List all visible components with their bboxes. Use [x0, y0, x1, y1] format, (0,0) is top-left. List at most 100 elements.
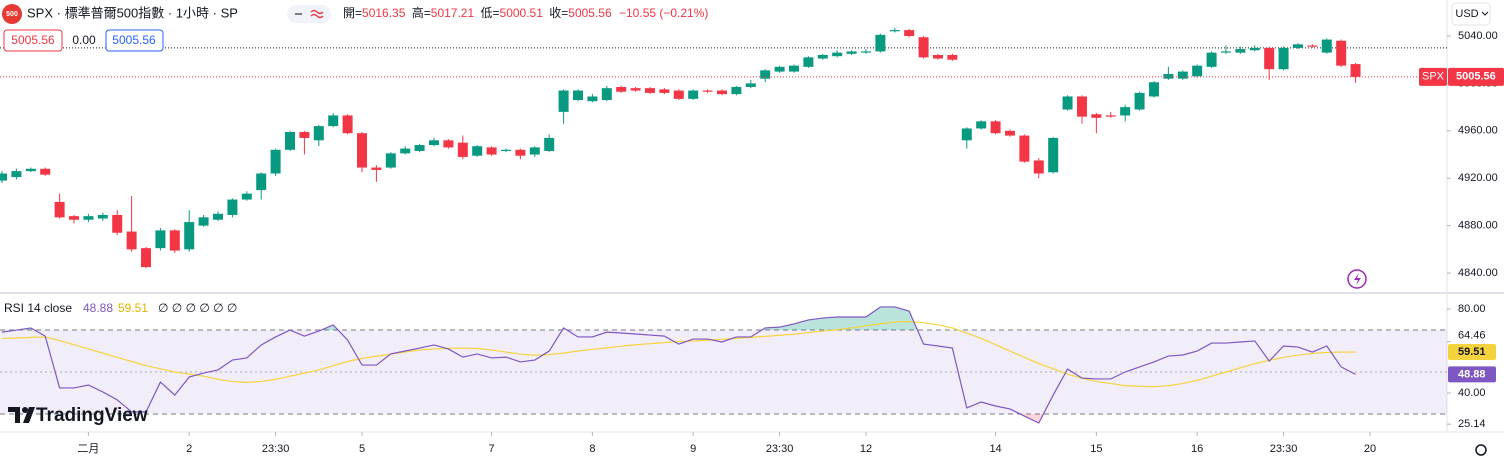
candle-body: [198, 217, 209, 226]
candle-body: [788, 65, 799, 72]
rsi-value: 48.88: [83, 301, 113, 315]
candle-body: [1177, 71, 1188, 79]
candle-body: [860, 51, 871, 53]
x-tick-label: 16: [1191, 443, 1203, 455]
candle-body: [601, 88, 612, 101]
candle-body: [572, 90, 583, 101]
candle-body: [371, 167, 382, 170]
candle-body: [529, 147, 540, 155]
compare-pill[interactable]: [287, 5, 331, 23]
candle-body: [1062, 96, 1073, 110]
candle-body: [1249, 47, 1260, 51]
candle-body: [875, 34, 886, 52]
candle-body: [169, 230, 180, 251]
open-label: 開=: [343, 6, 362, 20]
brand-logo: [8, 407, 35, 423]
candle-body: [486, 147, 497, 155]
candle-body: [1336, 40, 1347, 66]
candle-body: [932, 54, 943, 59]
x-tick-label: 二月: [77, 443, 99, 455]
x-tick-label: 20: [1364, 443, 1376, 455]
candle-body: [760, 70, 771, 79]
candle-body: [0, 173, 8, 181]
candle-body: [83, 216, 94, 220]
price-tag-text: 5005.56: [1456, 71, 1496, 83]
candle-body: [976, 121, 987, 129]
candle-body: [414, 145, 425, 151]
candle-body: [357, 133, 368, 168]
candle-body: [342, 115, 353, 134]
candle-body: [1148, 82, 1159, 97]
rsi-title: RSI 14 close: [4, 301, 72, 315]
candle-body: [328, 115, 339, 127]
candle-body: [443, 140, 454, 148]
candle-body: [659, 89, 670, 93]
close-label: 收=: [549, 6, 568, 20]
candle-body: [817, 54, 828, 59]
candle-body: [1321, 39, 1332, 53]
brand-name: TradingView: [36, 405, 148, 426]
currency-button[interactable]: [1451, 2, 1491, 26]
candle-body: [832, 52, 843, 57]
candle-body: [846, 51, 857, 54]
y-tick-label: 4920.00: [1458, 172, 1498, 184]
rsi-line: [1, 321, 1356, 388]
candle-body: [270, 149, 281, 174]
candle-body: [1048, 137, 1059, 173]
x-tick-label: 12: [860, 443, 872, 455]
change: −10.55 (−0.21%): [619, 6, 708, 20]
candle-body: [774, 66, 785, 72]
candle-body: [1091, 114, 1102, 118]
high-label: 高=: [412, 5, 431, 20]
candle-body: [313, 126, 324, 141]
x-tick-label: 5: [359, 443, 365, 455]
candle-body: [40, 168, 51, 175]
candle-body: [1206, 52, 1217, 67]
candle-body: [241, 193, 252, 200]
candle-body: [904, 30, 915, 37]
candle-body: [1134, 92, 1145, 110]
candle-body: [1307, 45, 1318, 47]
candle-body: [25, 168, 36, 172]
value-tag: [1448, 344, 1496, 361]
candle-body: [616, 86, 627, 92]
candle-body: [1278, 47, 1289, 70]
symbol-logo-text: 500: [6, 11, 18, 18]
candle-body: [515, 149, 526, 156]
value-tag: [1448, 366, 1496, 383]
y-tick-label: 4840.00: [1458, 267, 1498, 279]
candle-body: [126, 231, 137, 250]
candle-body: [630, 88, 641, 91]
sell-box[interactable]: [3, 29, 63, 52]
brand-logo-dot: [22, 407, 28, 413]
candle-body: [587, 96, 598, 102]
buy-box[interactable]: [105, 29, 164, 52]
candle-body: [1163, 73, 1174, 79]
candle-body: [213, 213, 224, 220]
settings-icon[interactable]: [1475, 444, 1487, 456]
x-tick-label: 23:30: [1270, 443, 1298, 455]
candle-body: [428, 140, 439, 146]
y-tick-label: 25.14: [1458, 418, 1486, 430]
symbol-title[interactable]: SPX · 標準普爾500指數 · 1小時 · SP: [27, 5, 238, 20]
candle-body: [558, 90, 569, 112]
spread: 0.00: [72, 33, 96, 47]
candle-body: [54, 201, 65, 218]
candle-body: [1220, 51, 1231, 53]
candle-body: [947, 54, 958, 60]
buy-price: 5005.56: [112, 33, 156, 47]
symbol-tag: [1419, 67, 1447, 86]
candle-body: [702, 90, 713, 92]
low-label: 低=: [481, 6, 500, 20]
x-tick-label: 2: [186, 443, 192, 455]
events-bolt: [1354, 273, 1361, 285]
candle-body: [961, 128, 972, 141]
candle-body: [112, 214, 123, 233]
rsi-ma-value: 59.51: [118, 301, 148, 315]
candle-body: [1350, 64, 1361, 77]
candle-body: [184, 222, 195, 250]
candle-body: [1235, 49, 1246, 53]
candle-body: [1120, 107, 1131, 116]
